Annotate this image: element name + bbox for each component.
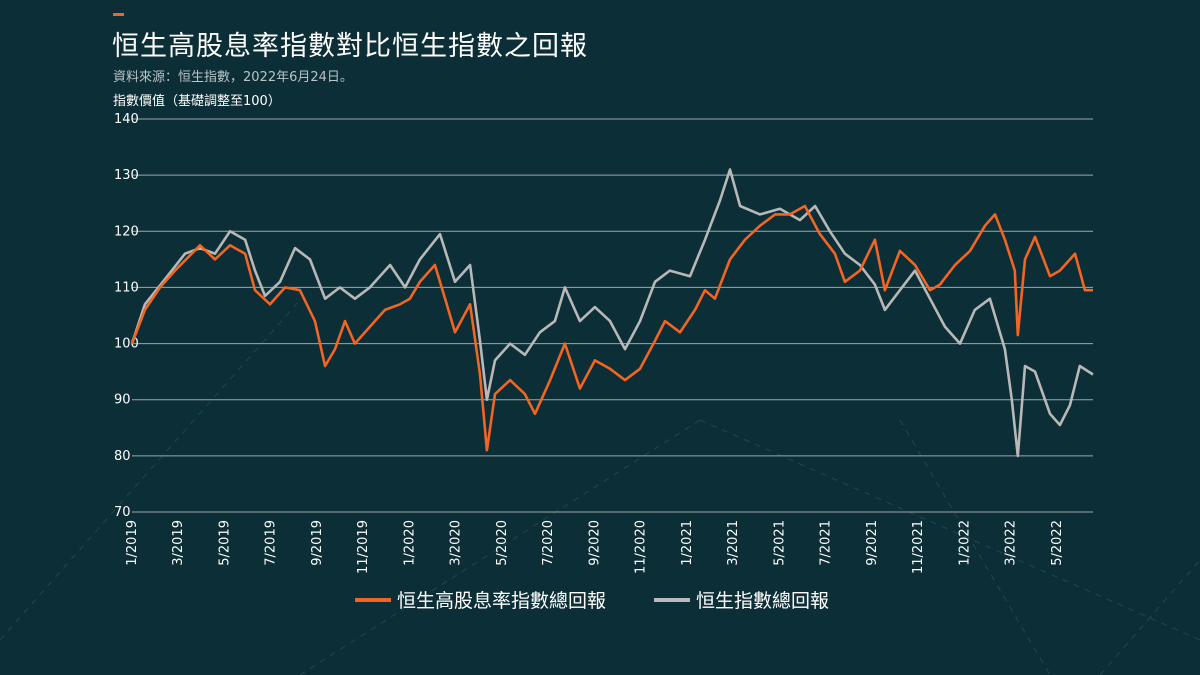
x-tick-label: 1/2022: [957, 520, 972, 566]
x-tick-label: 5/2021: [772, 520, 787, 566]
x-tick-label: 5/2022: [1050, 520, 1065, 566]
x-tick-label: 7/2019: [264, 520, 279, 566]
y-tick-label: 130: [114, 168, 139, 183]
legend-swatch-gray: [654, 597, 691, 602]
legend-label: 恒生指數總回報: [696, 590, 830, 612]
y-tick-label: 80: [114, 449, 131, 464]
title-accent-bar: [113, 13, 124, 16]
x-tick-label: 5/2019: [217, 520, 232, 566]
series-line-0: [130, 204, 1093, 452]
y-tick-label: 110: [114, 280, 139, 295]
x-tick-label: 9/2019: [310, 520, 325, 566]
legend: 恒生高股息率指數總回報 恒生指數總回報: [355, 586, 829, 613]
x-tick-label: 11/2020: [634, 520, 649, 574]
y-tick-label: 140: [114, 112, 139, 127]
y-tick-label: 90: [114, 393, 131, 408]
x-tick-label: 3/2022: [1004, 520, 1019, 566]
x-tick-label: 3/2021: [726, 520, 741, 566]
x-tick-label: 9/2021: [865, 520, 880, 566]
legend-item-hsi: 恒生指數總回報: [654, 586, 829, 613]
x-tick-label: 7/2020: [541, 520, 556, 566]
x-tick-label: 1/2021: [680, 520, 695, 566]
x-tick-label: 5/2020: [495, 520, 510, 566]
y-tick-label: 120: [114, 224, 139, 239]
series-line-1: [130, 168, 1094, 458]
x-tick-label: 3/2019: [171, 520, 186, 566]
chart-title: 恒生高股息率指數對比恒生指數之回報: [112, 31, 588, 62]
x-tick-label: 1/2019: [125, 520, 140, 566]
x-tick-label: 11/2019: [356, 520, 371, 574]
source-note: 資料來源：恒生指數，2022年6月24日。: [113, 70, 353, 85]
x-tick-label: 7/2021: [819, 520, 834, 566]
background-decoration: [0, 299, 1200, 675]
x-tick-label: 3/2020: [449, 520, 464, 566]
x-tick-label: 9/2020: [587, 520, 602, 566]
legend-item-hshdyi: 恒生高股息率指數總回報: [355, 586, 606, 613]
x-tick-label: 1/2020: [402, 520, 417, 566]
y-tick-label: 70: [114, 505, 131, 520]
legend-label: 恒生高股息率指數總回報: [397, 590, 607, 612]
y-axis-label: 指數價值（基礎調整至100）: [113, 94, 281, 109]
legend-swatch-orange: [355, 597, 391, 602]
x-tick-label: 11/2021: [911, 520, 926, 574]
